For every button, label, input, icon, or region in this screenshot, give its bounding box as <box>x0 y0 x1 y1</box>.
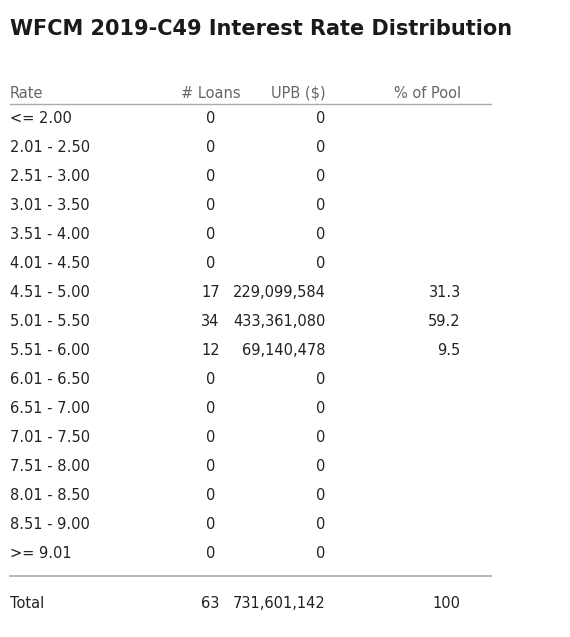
Text: 6.01 - 6.50: 6.01 - 6.50 <box>10 372 90 387</box>
Text: 0: 0 <box>206 257 215 271</box>
Text: % of Pool: % of Pool <box>394 86 461 101</box>
Text: WFCM 2019-C49 Interest Rate Distribution: WFCM 2019-C49 Interest Rate Distribution <box>10 19 512 39</box>
Text: 4.51 - 5.00: 4.51 - 5.00 <box>10 285 90 301</box>
Text: 0: 0 <box>206 372 215 387</box>
Text: 0: 0 <box>206 141 215 155</box>
Text: 0: 0 <box>206 459 215 475</box>
Text: 0: 0 <box>206 547 215 561</box>
Text: 0: 0 <box>316 169 325 185</box>
Text: 34: 34 <box>201 315 219 329</box>
Text: 0: 0 <box>206 517 215 533</box>
Text: 63: 63 <box>201 596 219 611</box>
Text: 12: 12 <box>201 343 219 359</box>
Text: 8.01 - 8.50: 8.01 - 8.50 <box>10 489 90 503</box>
Text: 31.3: 31.3 <box>429 285 461 301</box>
Text: 0: 0 <box>316 141 325 155</box>
Text: 0: 0 <box>206 489 215 503</box>
Text: 69,140,478: 69,140,478 <box>242 343 325 359</box>
Text: 0: 0 <box>206 431 215 445</box>
Text: 100: 100 <box>433 596 461 611</box>
Text: 0: 0 <box>316 431 325 445</box>
Text: 0: 0 <box>206 199 215 213</box>
Text: 0: 0 <box>316 517 325 533</box>
Text: 3.51 - 4.00: 3.51 - 4.00 <box>10 227 89 243</box>
Text: 433,361,080: 433,361,080 <box>233 315 325 329</box>
Text: 2.51 - 3.00: 2.51 - 3.00 <box>10 169 90 185</box>
Text: 229,099,584: 229,099,584 <box>233 285 325 301</box>
Text: 0: 0 <box>316 459 325 475</box>
Text: 0: 0 <box>316 199 325 213</box>
Text: 0: 0 <box>316 227 325 243</box>
Text: 17: 17 <box>201 285 219 301</box>
Text: >= 9.01: >= 9.01 <box>10 547 72 561</box>
Text: 5.51 - 6.00: 5.51 - 6.00 <box>10 343 90 359</box>
Text: UPB ($): UPB ($) <box>271 86 325 101</box>
Text: 0: 0 <box>206 169 215 185</box>
Text: 8.51 - 9.00: 8.51 - 9.00 <box>10 517 90 533</box>
Text: 9.5: 9.5 <box>438 343 461 359</box>
Text: 0: 0 <box>316 547 325 561</box>
Text: Rate: Rate <box>10 86 43 101</box>
Text: 0: 0 <box>316 489 325 503</box>
Text: 4.01 - 4.50: 4.01 - 4.50 <box>10 257 90 271</box>
Text: 0: 0 <box>316 111 325 127</box>
Text: 0: 0 <box>316 257 325 271</box>
Text: 6.51 - 7.00: 6.51 - 7.00 <box>10 401 90 417</box>
Text: 3.01 - 3.50: 3.01 - 3.50 <box>10 199 89 213</box>
Text: 0: 0 <box>206 227 215 243</box>
Text: 7.01 - 7.50: 7.01 - 7.50 <box>10 431 90 445</box>
Text: Total: Total <box>10 596 44 611</box>
Text: 5.01 - 5.50: 5.01 - 5.50 <box>10 315 90 329</box>
Text: 2.01 - 2.50: 2.01 - 2.50 <box>10 141 90 155</box>
Text: 731,601,142: 731,601,142 <box>233 596 325 611</box>
Text: 0: 0 <box>206 401 215 417</box>
Text: 0: 0 <box>206 111 215 127</box>
Text: 7.51 - 8.00: 7.51 - 8.00 <box>10 459 90 475</box>
Text: # Loans: # Loans <box>181 86 240 101</box>
Text: 0: 0 <box>316 401 325 417</box>
Text: <= 2.00: <= 2.00 <box>10 111 72 127</box>
Text: 59.2: 59.2 <box>428 315 461 329</box>
Text: 0: 0 <box>316 372 325 387</box>
